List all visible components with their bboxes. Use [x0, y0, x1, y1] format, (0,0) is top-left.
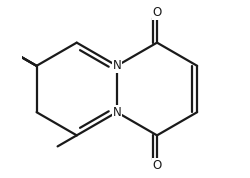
Text: N: N [112, 106, 121, 119]
Text: O: O [152, 159, 162, 172]
Text: O: O [152, 6, 162, 19]
Text: N: N [112, 59, 121, 72]
